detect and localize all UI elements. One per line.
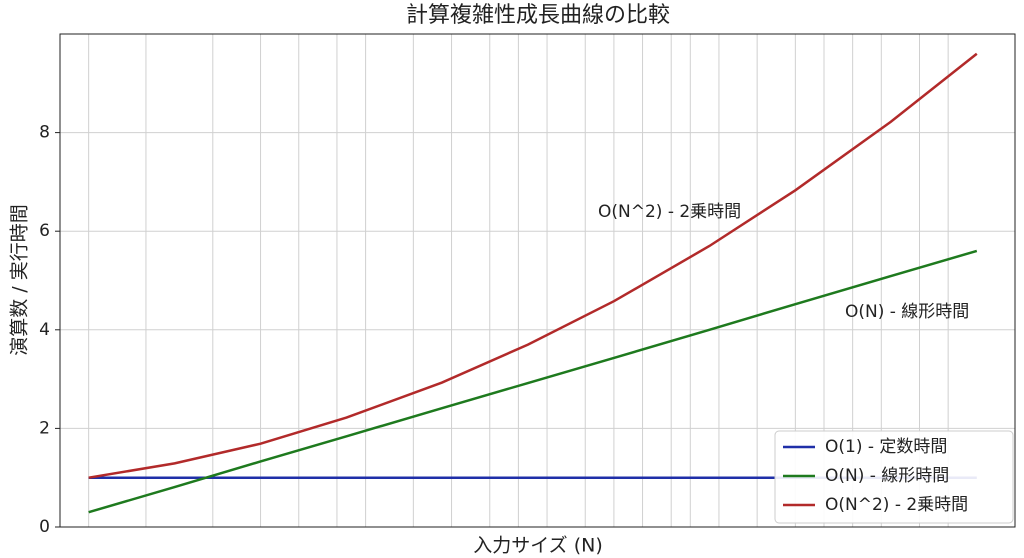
series-line bbox=[88, 249, 978, 514]
x-axis-label: 入力サイズ (N) bbox=[473, 535, 603, 557]
annotation: O(N^2) - 2乗時間 bbox=[598, 202, 741, 222]
legend-box bbox=[774, 430, 1014, 524]
y-tick-label: 8 bbox=[39, 123, 50, 143]
chart-title: 計算複雑性成長曲線の比較 bbox=[406, 3, 670, 28]
annotation: O(N) - 線形時間 bbox=[845, 302, 969, 322]
y-tick-label: 4 bbox=[39, 320, 50, 340]
y-tick-label: 0 bbox=[39, 517, 50, 537]
y-tick-label: 2 bbox=[39, 418, 50, 438]
legend-label: O(1) - 定数時間 bbox=[825, 437, 947, 457]
legend-label: O(N^2) - 2乗時間 bbox=[825, 495, 968, 515]
legend-label: O(N) - 線形時間 bbox=[825, 466, 949, 486]
plot-frame bbox=[59, 33, 1016, 528]
legend: O(1) - 定数時間 O(N) - 線形時間 O(N^2) - 2乗時間 bbox=[774, 430, 1014, 524]
series-line bbox=[88, 52, 978, 479]
y-tick-label: 6 bbox=[39, 221, 50, 241]
y-axis-label: 演算数 / 実行時間 bbox=[9, 204, 31, 355]
